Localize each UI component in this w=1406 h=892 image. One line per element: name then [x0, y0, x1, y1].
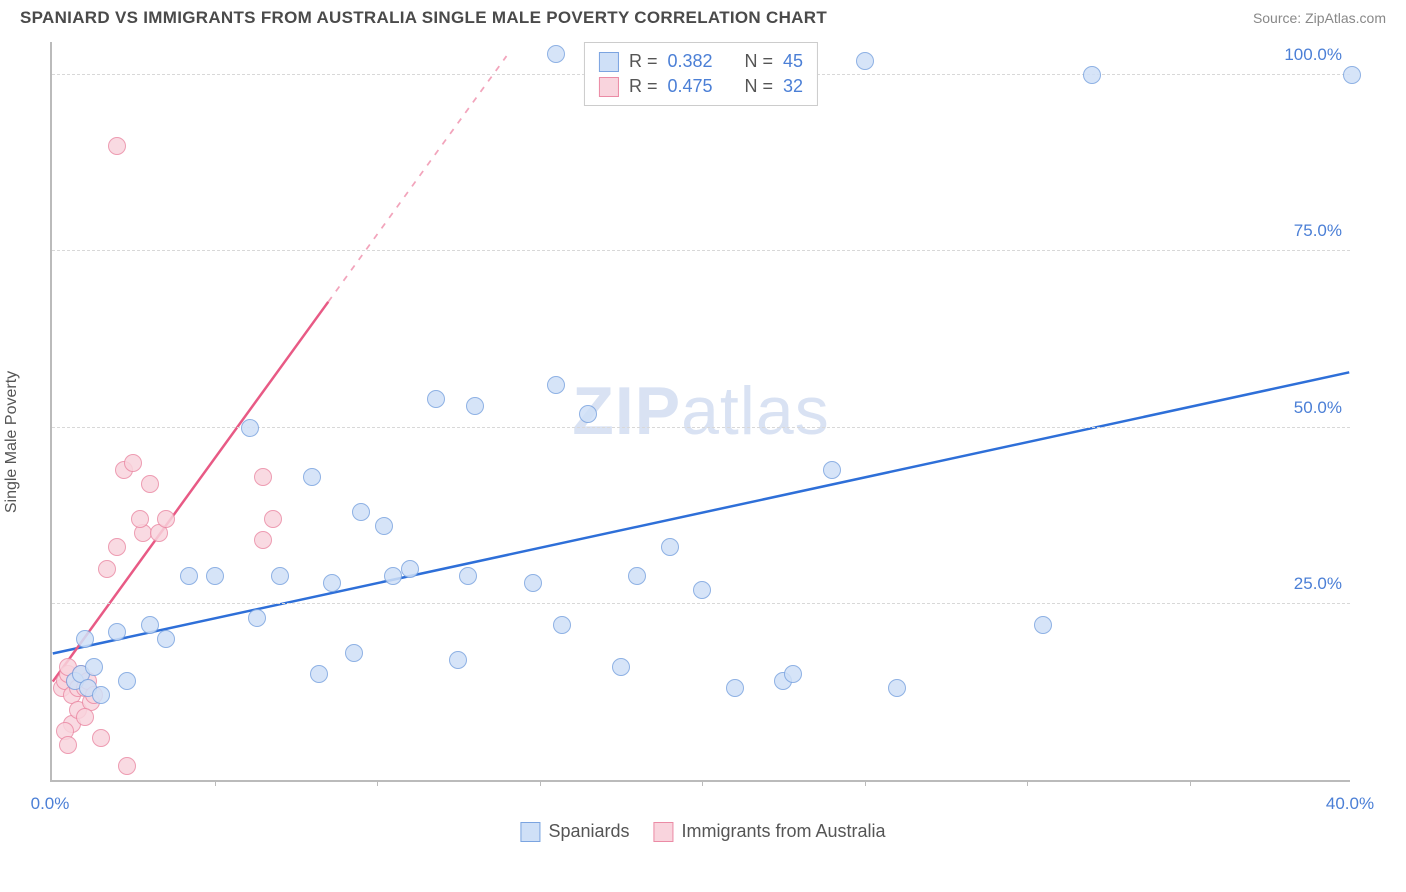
- watermark: ZIPatlas: [572, 372, 829, 450]
- chart-title: SPANIARD VS IMMIGRANTS FROM AUSTRALIA SI…: [20, 8, 827, 28]
- data-point: [310, 665, 328, 683]
- data-point: [628, 567, 646, 585]
- data-point: [241, 419, 259, 437]
- r-value: 0.475: [667, 76, 712, 97]
- legend-swatch: [599, 77, 619, 97]
- n-label: N =: [745, 76, 774, 97]
- x-tick: [215, 780, 216, 786]
- data-point: [449, 651, 467, 669]
- data-point: [459, 567, 477, 585]
- data-point: [784, 665, 802, 683]
- data-point: [466, 397, 484, 415]
- n-value: 45: [783, 51, 803, 72]
- data-point: [85, 658, 103, 676]
- data-point: [553, 616, 571, 634]
- x-tick: [1190, 780, 1191, 786]
- n-value: 32: [783, 76, 803, 97]
- data-point: [375, 517, 393, 535]
- chart-header: SPANIARD VS IMMIGRANTS FROM AUSTRALIA SI…: [0, 0, 1406, 32]
- data-point: [345, 644, 363, 662]
- data-point: [157, 630, 175, 648]
- series-legend: Spaniards Immigrants from Australia: [520, 821, 885, 842]
- data-point: [92, 686, 110, 704]
- data-point: [157, 510, 175, 528]
- legend-swatch: [520, 822, 540, 842]
- data-point: [98, 560, 116, 578]
- data-point: [248, 609, 266, 627]
- data-point: [661, 538, 679, 556]
- legend-series-label: Immigrants from Australia: [682, 821, 886, 842]
- data-point: [579, 405, 597, 423]
- data-point: [303, 468, 321, 486]
- legend-row: R = 0.382 N = 45: [599, 49, 803, 74]
- legend-swatch: [599, 52, 619, 72]
- x-tick: [540, 780, 541, 786]
- data-point: [524, 574, 542, 592]
- trend-lines: [52, 42, 1350, 780]
- data-point: [323, 574, 341, 592]
- data-point: [427, 390, 445, 408]
- gridline: [52, 603, 1350, 604]
- data-point: [108, 623, 126, 641]
- y-tick-label: 100.0%: [1284, 45, 1342, 65]
- legend-series-item: Spaniards: [520, 821, 629, 842]
- data-point: [1083, 66, 1101, 84]
- legend-series-label: Spaniards: [548, 821, 629, 842]
- data-point: [401, 560, 419, 578]
- source-label: Source: ZipAtlas.com: [1253, 10, 1386, 26]
- data-point: [124, 454, 142, 472]
- data-point: [856, 52, 874, 70]
- data-point: [254, 468, 272, 486]
- data-point: [254, 531, 272, 549]
- n-label: N =: [745, 51, 774, 72]
- r-value: 0.382: [667, 51, 712, 72]
- data-point: [726, 679, 744, 697]
- data-point: [59, 736, 77, 754]
- data-point: [352, 503, 370, 521]
- data-point: [180, 567, 198, 585]
- data-point: [271, 567, 289, 585]
- data-point: [92, 729, 110, 747]
- data-point: [131, 510, 149, 528]
- r-label: R =: [629, 76, 658, 97]
- data-point: [1343, 66, 1361, 84]
- data-point: [547, 45, 565, 63]
- x-tick: [377, 780, 378, 786]
- legend-series-item: Immigrants from Australia: [654, 821, 886, 842]
- data-point: [823, 461, 841, 479]
- correlation-legend: R = 0.382 N = 45 R = 0.475 N = 32: [584, 42, 818, 106]
- y-axis-label: Single Male Poverty: [3, 371, 21, 513]
- data-point: [108, 538, 126, 556]
- data-point: [1034, 616, 1052, 634]
- x-tick-label: 0.0%: [31, 794, 70, 814]
- y-tick-label: 50.0%: [1294, 398, 1342, 418]
- x-tick: [1027, 780, 1028, 786]
- data-point: [118, 672, 136, 690]
- x-tick: [865, 780, 866, 786]
- data-point: [118, 757, 136, 775]
- gridline: [52, 250, 1350, 251]
- data-point: [206, 567, 224, 585]
- chart-area: Single Male Poverty ZIPatlas R = 0.382 N =…: [0, 32, 1406, 852]
- data-point: [612, 658, 630, 676]
- data-point: [264, 510, 282, 528]
- r-label: R =: [629, 51, 658, 72]
- scatter-plot: ZIPatlas R = 0.382 N = 45 R = 0.475 N = 32 25.0…: [50, 42, 1350, 782]
- legend-swatch: [654, 822, 674, 842]
- data-point: [141, 616, 159, 634]
- data-point: [76, 708, 94, 726]
- data-point: [888, 679, 906, 697]
- data-point: [108, 137, 126, 155]
- y-tick-label: 25.0%: [1294, 574, 1342, 594]
- data-point: [693, 581, 711, 599]
- data-point: [547, 376, 565, 394]
- data-point: [141, 475, 159, 493]
- x-tick: [702, 780, 703, 786]
- x-tick-label: 40.0%: [1326, 794, 1374, 814]
- legend-row: R = 0.475 N = 32: [599, 74, 803, 99]
- y-tick-label: 75.0%: [1294, 221, 1342, 241]
- data-point: [76, 630, 94, 648]
